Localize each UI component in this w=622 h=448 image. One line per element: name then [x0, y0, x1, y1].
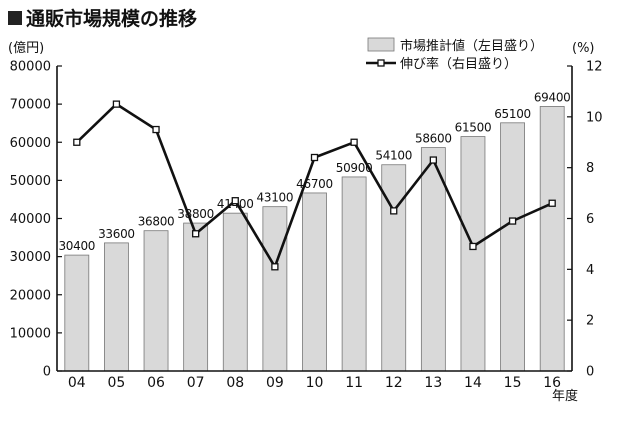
right-tick-label: 2 [586, 314, 594, 329]
bar-16 [539, 106, 565, 372]
right-tick-label: 12 [586, 60, 603, 75]
bar-value-label-13: 58600 [415, 132, 452, 146]
x-tick-label: 06 [147, 375, 165, 391]
x-tick-label: 13 [424, 375, 442, 391]
legend: 市場推計値（左目盛り） 伸び率（右目盛り） [366, 37, 543, 72]
x-tick-label: 04 [68, 375, 86, 391]
growth-rate-point-06 [152, 125, 160, 134]
bar-value-label-12: 54100 [375, 149, 412, 163]
left-tick-label: 10000 [10, 326, 51, 341]
x-tick-label: 14 [464, 375, 482, 391]
bar-15 [500, 122, 525, 372]
x-tick-label: 08 [226, 375, 244, 391]
growth-rate-point-09 [271, 263, 279, 271]
left-tick-label: 30000 [10, 250, 51, 265]
left-tick-label: 20000 [10, 288, 51, 303]
x-tick-label: 05 [108, 375, 126, 391]
chart-title: 通販市場規模の推移 [26, 7, 197, 30]
left-tick-label: 60000 [10, 136, 51, 151]
legend-line-label: 伸び率（右目盛り） [400, 56, 517, 72]
growth-rate-point-16 [548, 199, 556, 207]
legend-line-marker [377, 59, 385, 67]
x-tick-label: 12 [385, 375, 403, 391]
bar-10 [302, 192, 327, 372]
legend-bar-swatch [367, 37, 395, 52]
left-tick-label: 70000 [10, 98, 51, 113]
growth-rate-point-05 [112, 100, 121, 108]
bar-09 [262, 206, 288, 372]
left-tick-label: 40000 [10, 212, 51, 227]
growth-rate-point-13 [429, 156, 437, 164]
x-tick-label: 09 [266, 375, 284, 391]
x-tick-label: 11 [345, 375, 363, 391]
growth-rate-point-15 [508, 217, 517, 225]
growth-rate-point-04 [73, 138, 81, 146]
growth-rate-point-12 [390, 207, 398, 215]
growth-rate-point-14 [469, 242, 477, 251]
right-tick-label: 4 [586, 263, 594, 278]
bar-value-label-07: 38800 [177, 207, 214, 221]
growth-rate-point-10 [310, 153, 319, 162]
bar-11 [341, 176, 367, 372]
bar-value-label-10: 46700 [296, 177, 333, 191]
title-square-icon [8, 11, 22, 25]
x-tick-label: 07 [187, 375, 205, 391]
left-axis-unit: (億円) [8, 40, 44, 56]
x-axis-label: 年度 [552, 388, 578, 404]
bar-05 [104, 242, 129, 372]
left-tick-label: 80000 [10, 60, 51, 75]
bar-value-label-04: 30400 [58, 239, 95, 253]
bar-value-label-05: 33600 [98, 227, 135, 241]
bar-value-label-15: 65100 [494, 107, 531, 121]
x-tick-label: 15 [504, 375, 522, 391]
right-tick-label: 6 [586, 212, 594, 227]
bar-value-label-06: 36800 [138, 215, 175, 229]
bar-06 [143, 230, 169, 372]
bar-value-label-09: 43100 [257, 191, 294, 205]
left-tick-label: 50000 [10, 174, 51, 189]
legend-bar-label: 市場推計値（左目盛り） [400, 38, 543, 54]
x-tick-label: 10 [306, 375, 324, 391]
left-tick-label: 0 [43, 365, 51, 380]
bar-13 [420, 147, 446, 372]
growth-rate-point-07 [192, 230, 200, 238]
x-tick-label: 16 [543, 375, 561, 391]
bar-07 [183, 222, 209, 372]
growth-rate-point-11 [350, 138, 358, 146]
bar-value-label-14: 61500 [455, 121, 492, 135]
right-tick-label: 8 [586, 161, 594, 176]
right-tick-label: 10 [586, 110, 603, 125]
bar-08 [222, 212, 248, 372]
bar-value-label-16: 69400 [534, 90, 571, 104]
bar-04 [64, 254, 90, 372]
right-axis-unit: (%) [572, 41, 595, 56]
bar-value-label-11: 50900 [336, 161, 373, 175]
right-tick-label: 0 [586, 365, 594, 380]
growth-rate-point-08 [231, 197, 239, 205]
bar-14 [460, 136, 486, 372]
